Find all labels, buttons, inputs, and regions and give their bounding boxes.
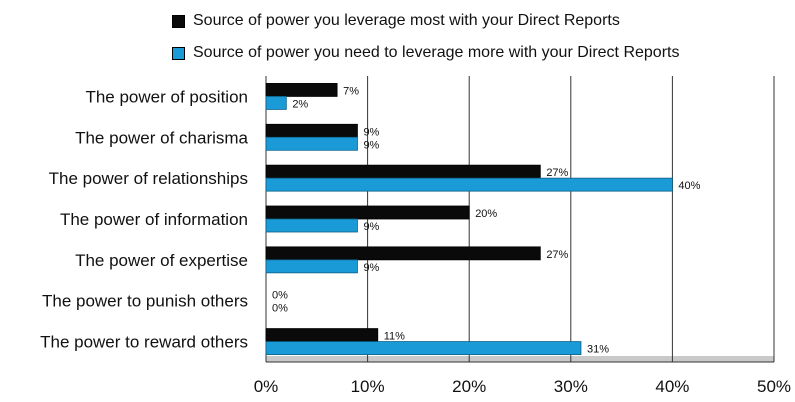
legend-swatch-series-1 [172,14,185,28]
bar [265,123,358,138]
data-label: 31% [587,344,609,356]
chart-legend: Source of power you leverage most with y… [172,10,679,74]
legend-item-series-1: Source of power you leverage most with y… [172,10,679,32]
category-label: The power of relationships [49,169,248,188]
data-label: 11% [384,331,405,343]
data-label: 0% [272,290,288,302]
category-label: The power of position [85,87,248,106]
category-label: The power of charisma [75,128,248,147]
bar [265,177,673,192]
data-label: 9% [363,262,379,274]
data-label: 20% [475,208,497,220]
legend-label-series-2: Source of power you need to leverage mor… [193,44,680,61]
bar [265,259,358,274]
bar [265,164,541,179]
bar [265,136,358,151]
x-tick-label: 40% [655,377,689,396]
x-tick-label: 50% [757,377,791,396]
x-tick-label: 10% [351,377,385,396]
x-tick-label: 20% [452,377,486,396]
plot-floor [266,356,774,362]
category-label: The power to reward others [40,333,248,352]
x-tick-label: 30% [554,377,588,396]
bar [265,96,287,110]
legend-swatch-series-2 [172,46,185,60]
bar [265,205,470,220]
data-label: 40% [678,180,700,192]
data-label: 9% [363,221,379,233]
data-label: 9% [363,139,379,151]
category-label: The power to punish others [42,292,248,311]
bar [265,218,358,233]
data-label: 7% [343,85,359,97]
bar [265,328,379,342]
data-label: 27% [546,249,568,261]
category-label: The power of information [60,210,248,229]
bar [265,341,582,355]
x-tick-label: 0% [254,377,279,396]
bar [265,246,541,261]
data-label: 27% [546,167,568,179]
data-label: 2% [292,98,308,110]
bar [265,83,338,97]
data-label: 0% [272,303,288,315]
legend-item-series-2: Source of power you need to leverage mor… [172,42,679,64]
legend-label-series-1: Source of power you leverage most with y… [193,12,620,29]
category-label: The power of expertise [75,251,248,270]
data-label: 9% [363,126,379,138]
